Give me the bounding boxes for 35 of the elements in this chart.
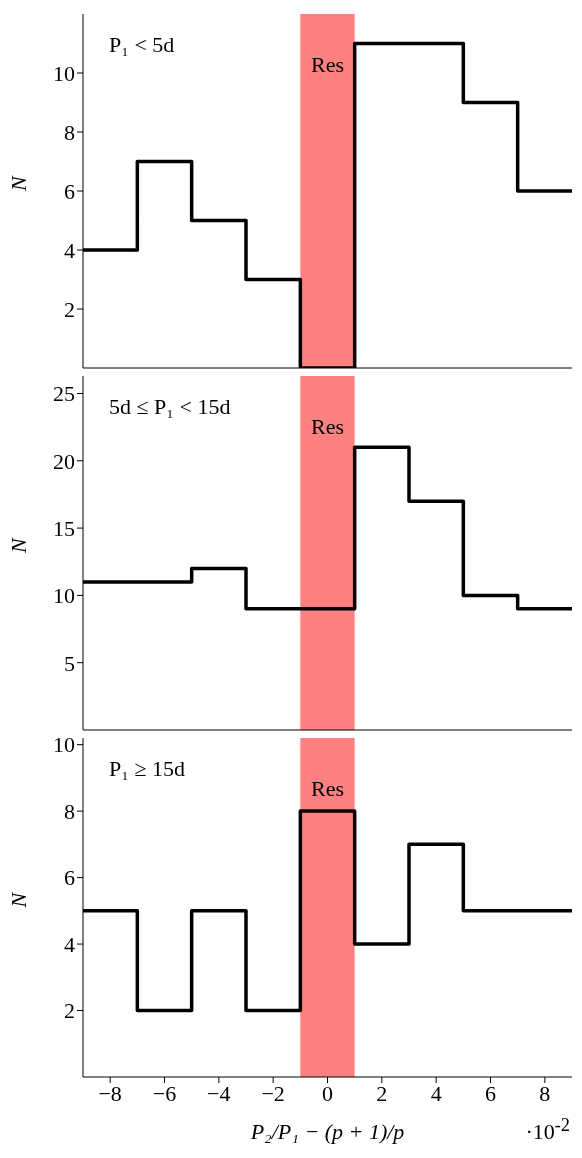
x-tick-label: 6 [485, 1080, 496, 1106]
y-tick-label: 25 [53, 381, 75, 407]
y-tick-label: 6 [64, 865, 75, 891]
y-tick-label: 2 [64, 296, 75, 322]
band-label: Res [311, 775, 344, 801]
x-tick-label: −4 [207, 1080, 231, 1106]
x-tick-label: −2 [261, 1080, 285, 1106]
y-tick-label: 15 [53, 515, 75, 541]
annotation: 5d ≤ P₁ < 15d [109, 394, 231, 420]
y-tick-label: 10 [53, 60, 75, 86]
y-tick-label: 10 [53, 583, 75, 609]
y-tick-label: 8 [64, 119, 75, 145]
y-axis-title: N [5, 175, 31, 192]
y-axis-title: N [5, 537, 31, 554]
y-tick-label: 4 [64, 931, 75, 957]
annotation: P₁ < 5d [109, 32, 175, 58]
x-tick-label: −6 [152, 1080, 177, 1106]
text: ·10$^{-2}$ [525, 1114, 570, 1145]
y-tick-label: 6 [64, 178, 75, 204]
y-tick-label: 4 [64, 237, 75, 263]
y-tick-label: 20 [53, 448, 75, 474]
band-label: Res [311, 51, 344, 77]
y-tick-label: 10 [53, 732, 75, 758]
x-tick-label: 0 [322, 1080, 333, 1106]
x-tick-label: 8 [539, 1080, 551, 1106]
x-axis-title: P₂/P₁ − (p + 1)/p [249, 1119, 405, 1144]
x-tick-label: 4 [430, 1080, 442, 1106]
y-tick-label: 2 [64, 998, 75, 1024]
band-label: Res [311, 413, 344, 439]
y-tick-label: 5 [64, 650, 75, 676]
y-tick-label: 8 [64, 798, 75, 824]
y-axis-title: N [5, 891, 31, 909]
annotation: P₁ ≥ 15d [109, 756, 185, 782]
x-tick-label: 2 [376, 1080, 388, 1106]
x-tick-label: −8 [98, 1080, 122, 1106]
